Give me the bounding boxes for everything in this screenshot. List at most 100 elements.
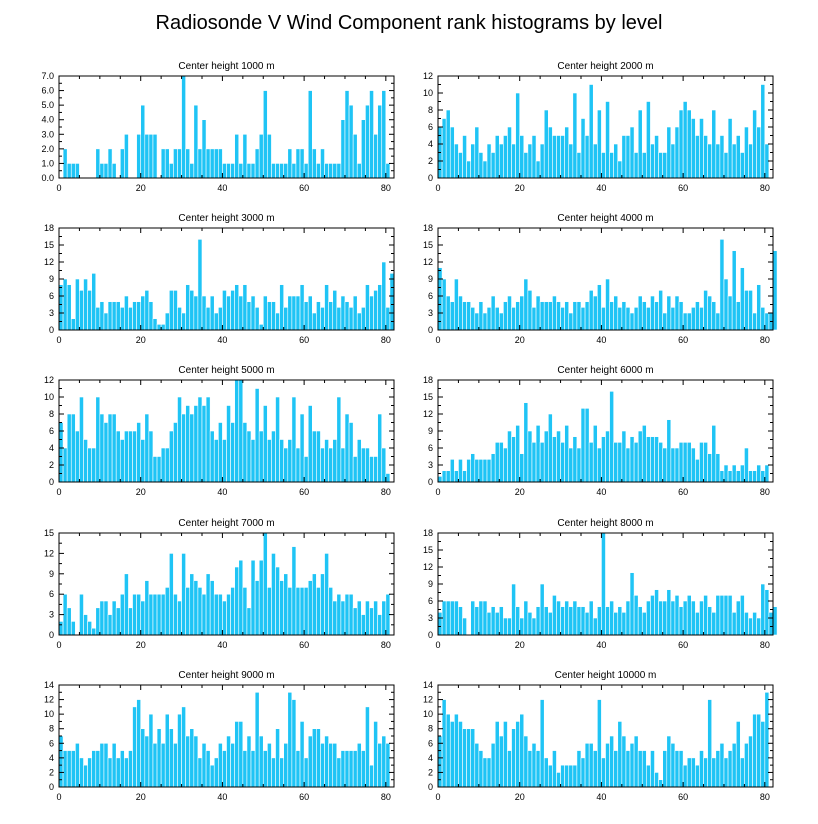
bar [597,447,602,483]
bar [621,301,627,331]
bar [107,301,113,331]
bar [678,442,684,483]
bar [662,152,668,179]
y-tick-label: 0 [49,477,54,487]
bar [262,295,268,331]
bar [271,757,276,788]
bar [707,143,713,179]
panel-title: Center height 8000 m [557,518,653,529]
bar [547,612,553,636]
bar [678,750,684,788]
chart-panel-1: Center height 1000 m 0 20 40 60 80 0.0 1.0 2.0 3.… [41,61,395,193]
x-tick-label: 60 [678,183,688,193]
bar [185,148,191,179]
bar-series [437,391,770,483]
bar [597,284,602,331]
x-tick-label: 20 [136,792,146,802]
bar [95,607,101,636]
y-tick-label: 10 [423,88,433,98]
y-tick-label: 9 [428,274,433,284]
y-tick-label: 15 [423,240,433,250]
y-tick-label: 3 [49,610,54,620]
bar [727,118,733,179]
bar [449,301,455,331]
y-axis: 0 3 6 9 12 15 18 [423,528,773,640]
y-tick-label: 12 [423,562,433,572]
bar [324,163,329,179]
bar [466,459,471,483]
bar [572,301,578,331]
x-axis: 0 20 40 60 80 [56,533,391,650]
bar [454,278,459,331]
bar [209,764,215,788]
bar [258,735,264,788]
bar [474,606,480,636]
bar [87,447,92,483]
bar [752,713,757,788]
bar [238,379,244,483]
bar [560,442,565,483]
bar [666,589,672,636]
bar [311,728,317,788]
bar [316,587,321,636]
bar [731,742,737,788]
bar [654,436,659,483]
bar [674,595,680,636]
bar [641,612,647,636]
bar [267,301,272,331]
bar [744,126,749,179]
bar [79,396,84,483]
bar [70,163,76,179]
bar [136,301,142,331]
bar [470,600,476,636]
bar [242,133,248,179]
chart-panel-5: Center height 5000 m 0 20 40 60 80 0 2 4 6 8 10 12 [44,365,395,497]
bar [503,135,508,179]
bar [87,621,92,636]
bar [617,721,623,788]
bar [458,459,463,483]
y-tick-label: 18 [423,223,433,233]
bar [352,133,358,179]
bar [156,728,162,788]
bar [348,422,354,483]
bar [547,413,553,483]
bar [695,764,700,788]
bar [287,691,293,788]
bar [169,728,174,788]
bar [523,600,529,636]
bar [556,600,561,636]
bar [490,295,496,331]
bar [601,436,606,483]
bar [156,593,162,636]
bar [258,133,264,179]
bar [381,90,387,179]
bar [218,422,223,483]
y-tick-label: 4 [428,753,433,763]
bar [625,447,631,483]
bar [629,436,635,483]
bar-series [437,239,778,331]
bar [454,470,459,483]
bar [164,447,170,483]
bar [91,750,97,788]
bar [213,439,219,483]
x-tick-label: 40 [217,335,227,345]
bar [344,750,350,788]
bar [197,757,203,788]
bar [699,600,704,636]
bar [336,757,342,788]
bar [246,735,252,788]
chart-panel-3: Center height 3000 m 0 20 40 60 80 0 3 6 9 12 15 18 [44,213,395,345]
bar [218,307,223,331]
bar [515,92,521,179]
x-tick-label: 60 [299,487,309,497]
bar [234,284,240,331]
x-tick-label: 60 [299,335,309,345]
bar [226,405,231,483]
bar [539,699,545,788]
bar [328,163,334,179]
y-tick-label: 10 [44,709,54,719]
bar [356,163,362,179]
bar [79,290,84,331]
